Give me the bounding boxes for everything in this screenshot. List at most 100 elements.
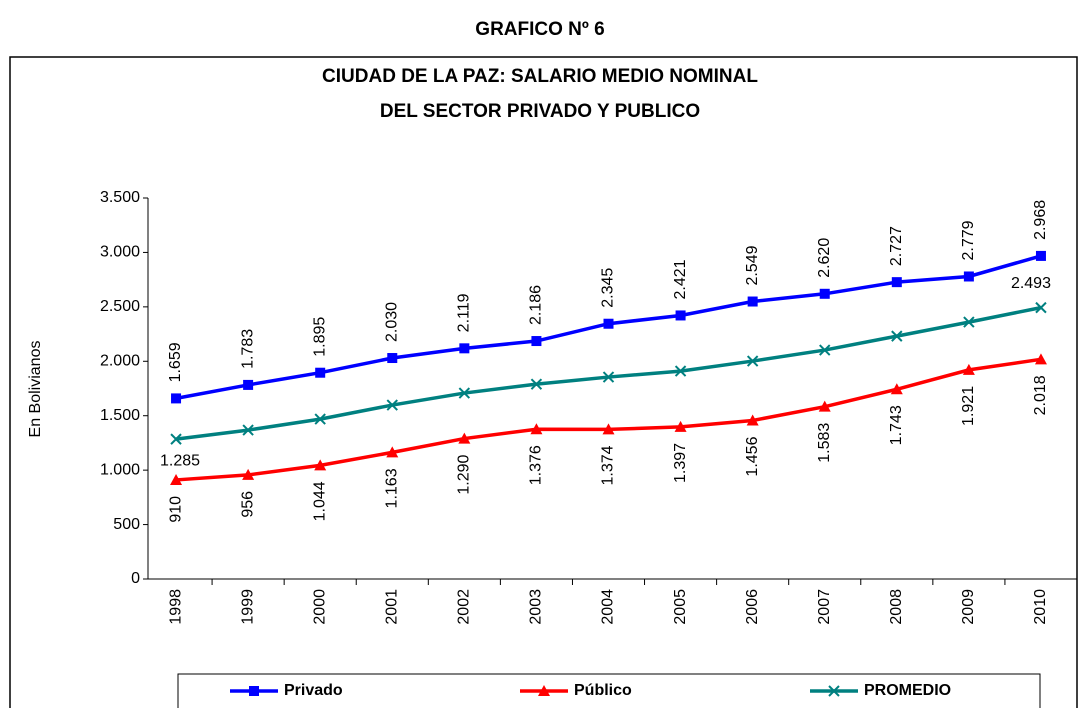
data-point [674, 420, 687, 432]
data-point [315, 367, 326, 378]
data-point [314, 459, 327, 471]
data-label: 1.376 [528, 445, 545, 485]
data-point [819, 288, 830, 299]
data-label: 1.290 [456, 454, 473, 494]
data-label: 1.374 [600, 445, 617, 485]
data-point [819, 344, 831, 356]
data-point [602, 423, 615, 435]
y-tick-label: 3.500 [100, 189, 140, 206]
data-label: 2.030 [383, 302, 400, 342]
data-point [963, 316, 975, 328]
x-tick-label: 2005 [672, 589, 689, 625]
legend-marker [828, 685, 840, 697]
data-label: 1.044 [311, 481, 328, 521]
y-tick-label: 1.000 [100, 461, 140, 478]
x-tick-label: 1998 [167, 589, 184, 625]
x-tick-label: 2007 [816, 589, 833, 625]
y-tick-label: 1.500 [100, 407, 140, 424]
data-point [891, 277, 902, 288]
legend-marker [249, 686, 259, 696]
data-point [746, 355, 759, 367]
data-point [242, 424, 254, 436]
legend-box [177, 673, 1041, 708]
data-point [890, 383, 903, 395]
y-tick-label: 500 [113, 516, 140, 533]
legend-label: Privado [284, 682, 343, 699]
data-label: 2.345 [600, 268, 617, 308]
data-label: 1.397 [672, 443, 689, 483]
legend-label: PROMEDIO [864, 682, 951, 699]
y-axis-label: En Bolivianos [27, 341, 44, 438]
data-label: 2.727 [888, 226, 905, 266]
legend-label: Público [574, 682, 632, 699]
data-label: 956 [239, 491, 256, 518]
x-tick-label: 2010 [1032, 589, 1049, 625]
data-point [242, 468, 255, 480]
data-point [243, 379, 254, 390]
data-point [674, 365, 687, 377]
data-point [314, 413, 326, 425]
data-label: 1.921 [960, 386, 977, 426]
data-point [387, 353, 398, 364]
data-label: 1.583 [816, 423, 833, 463]
data-point [747, 296, 758, 307]
chart-frame [9, 56, 1078, 708]
data-point [603, 318, 614, 329]
chart-title: DEL SECTOR PRIVADO Y PUBLICO [380, 101, 700, 122]
data-label: 2.968 [1032, 200, 1049, 240]
data-label: 2.493 [1011, 275, 1051, 292]
data-label: 1.659 [167, 342, 184, 382]
x-tick-label: 2004 [600, 589, 617, 625]
data-label: 1.783 [239, 329, 256, 369]
data-label: 1.743 [888, 405, 905, 445]
y-tick-label: 3.000 [100, 244, 140, 261]
x-tick-label: 2006 [744, 589, 761, 625]
data-point [962, 363, 975, 375]
data-label: 910 [167, 496, 184, 523]
data-point [530, 378, 543, 390]
data-point [458, 387, 471, 399]
data-point [1034, 353, 1047, 365]
data-point [531, 336, 542, 347]
data-point [602, 371, 615, 383]
x-tick-label: 2000 [311, 589, 328, 625]
data-point [459, 343, 470, 354]
data-label: 1.285 [160, 452, 200, 469]
data-point [386, 399, 398, 411]
x-tick-label: 2009 [960, 589, 977, 625]
data-label: 2.018 [1032, 375, 1049, 415]
data-point [530, 423, 543, 435]
x-tick-label: 1999 [239, 589, 256, 625]
data-point [746, 414, 759, 426]
y-tick-label: 0 [131, 570, 140, 587]
data-label: 2.119 [456, 293, 473, 332]
x-tick-label: 2001 [383, 589, 400, 625]
data-point [963, 271, 974, 282]
data-point [818, 400, 831, 412]
x-tick-label: 2003 [528, 589, 545, 625]
x-tick-label: 2002 [456, 589, 473, 625]
data-point [891, 330, 903, 342]
data-point [170, 473, 183, 485]
data-label: 1.895 [311, 317, 328, 357]
data-label: 1.456 [744, 436, 761, 476]
data-point [1035, 301, 1047, 314]
data-point [675, 310, 686, 321]
y-tick-label: 2.500 [100, 298, 140, 315]
x-tick-label: 2008 [888, 589, 905, 625]
data-label: 2.421 [672, 259, 689, 299]
legend-marker [538, 685, 550, 696]
data-point [171, 393, 182, 404]
chart-title: CIUDAD DE LA PAZ: SALARIO MEDIO NOMINAL [322, 66, 758, 87]
data-label: 2.549 [744, 245, 761, 285]
chart-header: GRAFICO Nº 6 [475, 19, 604, 40]
data-point [170, 433, 182, 445]
data-label: 2.779 [960, 220, 977, 260]
data-point [1035, 250, 1046, 261]
data-point [458, 432, 471, 444]
y-tick-label: 2.000 [100, 353, 140, 370]
data-label: 1.163 [383, 468, 400, 508]
data-label: 2.620 [816, 238, 833, 278]
data-label: 2.186 [528, 285, 545, 325]
